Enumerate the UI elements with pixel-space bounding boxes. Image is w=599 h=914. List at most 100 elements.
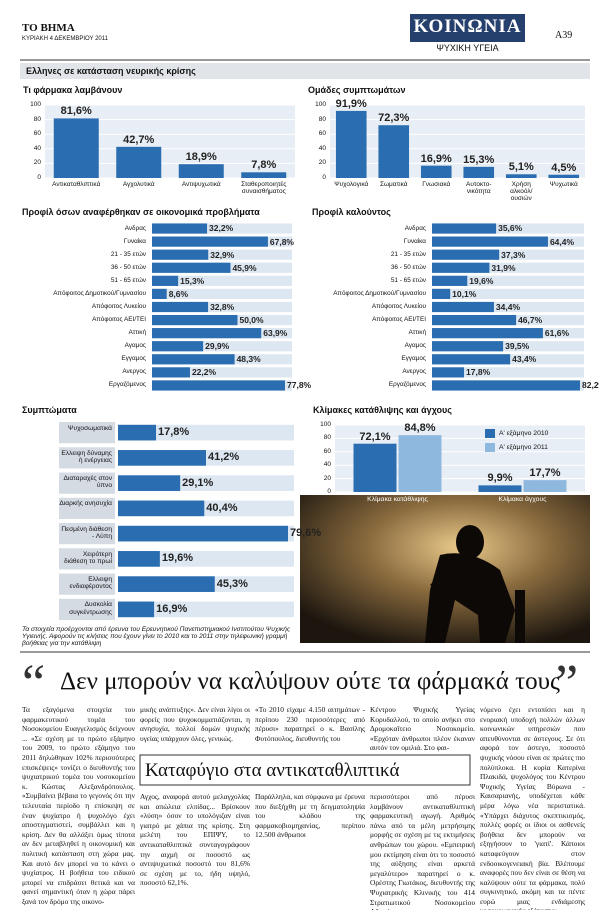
photo-silhouette [425,525,525,643]
bar [335,110,367,178]
category-label: Απόφοιτος Λυκείου [371,303,426,310]
label-box [59,598,115,620]
label-box [59,523,115,545]
value-label: 35,6% [498,223,523,234]
row-background [152,367,292,378]
bar [116,146,162,178]
article-column: μικής ανάπτυξης». Δεν είναι λίγοι οι φορ… [140,705,250,743]
category-label: Ελλειψη ενδιαφέροντος [69,576,112,591]
value-label: 16,9% [156,602,188,615]
row-background [152,301,292,313]
article-column: «Το 2010 είχαμε 4.150 αιτημάτων - περίπο… [255,705,365,743]
y-tick-label: 80 [323,434,331,442]
x-tick-label: Αντιψυχωτικά [181,181,221,188]
bar [432,288,451,300]
value-label: 84,8% [404,422,436,435]
category-label: Διαρκής ανησυχία [59,500,112,508]
legend-label: Α' εξάμηνο 2010 [499,430,549,437]
bar [432,236,548,247]
value-label: 32,9% [210,249,235,260]
value-label: 29,9% [205,341,230,352]
bar [478,485,522,492]
bar [152,314,238,326]
value-label: 39,5% [505,341,530,352]
label-box [59,573,115,595]
chart-title: Ομάδες συμπτωμάτων [308,85,406,95]
bar [118,450,206,466]
x-tick-label: Κλίμακα άγχους [498,496,547,503]
bar [432,354,511,365]
bar [432,328,543,339]
legend-swatch [485,429,495,438]
bar [353,443,397,492]
value-label: 64,4% [549,236,575,247]
x-tick-label: Ψυχωτικά [549,181,578,188]
bar [118,475,181,491]
bar [152,341,204,352]
value-label: 67,8% [269,236,294,247]
row-background [118,601,294,618]
section-band [410,14,525,42]
category-label: Εγγαμος [401,355,426,363]
row-background [152,288,292,300]
bar [398,435,442,492]
y-tick-label: 60 [318,130,326,138]
value-label: 91,9% [335,97,367,110]
category-label: Ανεργος [402,368,426,376]
bar [118,424,157,441]
value-label: 31,9% [491,262,516,273]
bar [152,301,209,313]
category-label: Ανεργος [122,368,146,376]
bar [118,601,155,618]
category-label: Ελλειψη δύναμης ή ενέργειας [61,449,112,465]
source-note: Τα στοιχεία προέρχονται από έρευνα του Ε… [22,626,291,647]
value-label: 7,8% [251,159,277,172]
x-tick-label: Ψυχολογικά [334,181,369,188]
bar [118,525,288,542]
value-label: 81,6% [60,105,92,118]
bar [420,165,452,178]
bar [548,174,580,178]
category-label: Εργαζόμενος [388,381,426,389]
y-tick-label: 80 [33,115,41,123]
bar [118,576,215,592]
section: ΚΟΙΝΩΝΙΑ [413,16,522,37]
value-label: 72,3% [378,112,410,125]
bar [118,500,205,517]
x-tick-label: Αντικαταθλιπτικά [52,181,101,188]
bar [432,275,468,286]
value-label: 19,6% [161,552,194,565]
category-label: Ανδρας [404,224,426,232]
value-label: 15,3% [180,275,205,286]
label-box [59,497,115,519]
value-label: 46,7% [518,314,543,325]
row-background [152,341,292,352]
value-label: 32,8% [210,301,235,312]
bar [432,380,580,391]
sidebar-column: Αγχος, αναφορά αυτού μελαγχολίας και απώ… [140,792,250,888]
value-label: 42,7% [123,133,155,146]
bar [241,172,287,178]
label-box [59,447,115,469]
x-tick-label: Αγχολυτικά [122,181,155,188]
y-tick-label: 40 [318,144,326,152]
chart-title: Κλίμακες κατάθλιψης και άγχους [313,405,452,415]
value-label: 37,3% [501,249,526,260]
row-background [118,551,294,567]
quote-mark: “ [22,655,45,712]
value-label: 40,4% [206,501,238,514]
bar [152,328,262,339]
bar [152,223,208,234]
value-label: 4,5% [551,161,577,174]
sidebar-box [139,754,471,786]
bar [53,118,99,178]
label-box [59,422,115,444]
row-background [432,301,584,313]
bar [463,166,495,178]
value-label: 17,8% [466,367,491,378]
y-tick-label: 0 [322,174,326,181]
value-label: 61,6% [544,328,570,339]
headline: Δεν μπορούν να καλύψουν ούτε τα φάρμακά … [60,668,560,695]
row-background [432,341,584,352]
category-label: 51 - 65 ετών [390,276,426,284]
